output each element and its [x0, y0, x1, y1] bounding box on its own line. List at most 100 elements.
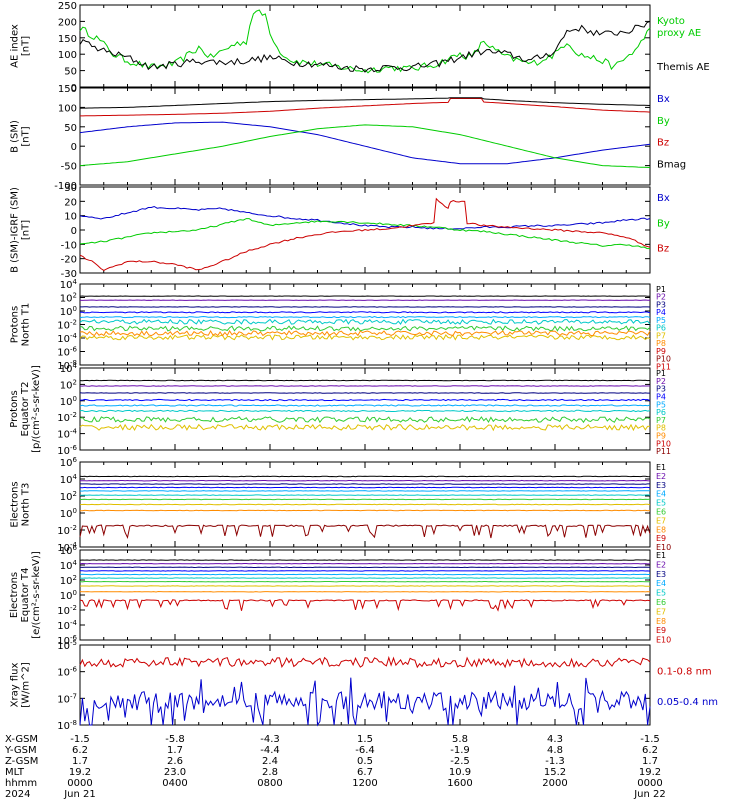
- level-line-1: [79, 655, 651, 669]
- axis-row-value: 2.8: [262, 767, 278, 778]
- axis-row-value: 1.7: [167, 745, 183, 756]
- y-tick-label: 10-4: [57, 332, 77, 345]
- axis-row-value: 10.9: [449, 767, 471, 778]
- legend-e5: E5: [656, 589, 666, 598]
- panel-2: 150 100 50 0 -50 -100 B (SM) [nT] Bx By Bz Bmag: [10, 84, 687, 192]
- axis-row-value: 4.8: [547, 745, 563, 756]
- y-axis-label: Equator T2: [20, 382, 31, 437]
- legend-p7: P7: [656, 331, 666, 340]
- level-line-4: [80, 398, 651, 402]
- level-line-1: [79, 295, 650, 297]
- level-line-4: [80, 311, 651, 314]
- level-line-9: [79, 329, 651, 337]
- y-tick-label: 106: [60, 544, 78, 557]
- legend-themis-ae: Themis AE: [656, 62, 710, 73]
- axis-row-value: 4.3: [547, 734, 563, 745]
- legend-e3: E3: [656, 481, 666, 490]
- level-line-9: [79, 590, 651, 593]
- legend-bz: Bz: [657, 138, 669, 149]
- legend-p3: P3: [656, 385, 666, 394]
- level-line-5: [79, 404, 651, 407]
- axis-row-label: Y-GSM: [4, 745, 37, 756]
- level-line-5: [79, 315, 651, 319]
- legend-p8: P8: [656, 339, 666, 348]
- axis-row-value: 0800: [257, 778, 282, 789]
- level-line-2: [79, 385, 651, 387]
- legend-p2: P2: [656, 377, 666, 386]
- axis-row-value: 1.7: [642, 756, 658, 767]
- y-axis-label: Protons: [10, 306, 21, 343]
- y-tick-label: 100: [60, 589, 77, 602]
- y-axis-label: Xray flux: [10, 663, 21, 708]
- series-line-bz: [79, 197, 651, 271]
- series-line-bx: [79, 121, 651, 165]
- y-tick-label: 200: [58, 17, 77, 28]
- y-axis-label: AE index: [10, 24, 21, 68]
- series-line-by: [79, 218, 651, 250]
- y-tick-label: 10-2: [57, 524, 77, 537]
- y-tick-label: 100: [60, 395, 77, 408]
- panel-8: 10-5 10-6 10-7 10-8 Xray flux [W/m^2] 0.1-0.8 …: [10, 639, 719, 732]
- y-tick-label: -20: [61, 255, 77, 266]
- axis-row-value: -4.3: [260, 734, 280, 745]
- legend-e8: E8: [656, 617, 666, 626]
- legend-e7: E7: [656, 607, 666, 616]
- legend-by: By: [657, 116, 670, 127]
- legend-p4: P4: [656, 392, 666, 401]
- legend-p1: P1: [656, 369, 666, 378]
- axis-row-value: 1.7: [72, 756, 88, 767]
- legend-e6: E6: [656, 598, 666, 607]
- y-tick-label: 100: [58, 103, 77, 114]
- legend-p8: P8: [656, 424, 666, 433]
- y-tick-label: 102: [60, 574, 77, 587]
- legend-e8: E8: [656, 525, 666, 534]
- axis-row-value: -6.4: [355, 745, 375, 756]
- panel-3: 30 20 10 0 -10 -20 -30 B (SM)-IGRF (SM) [nT] Bx By…: [10, 183, 670, 280]
- y-tick-label: 104: [60, 473, 78, 486]
- axis-row-value: 1200: [352, 778, 377, 789]
- axis-row-value: 2.4: [262, 756, 278, 767]
- y-tick-label: 150: [58, 34, 77, 45]
- y-tick-label: -10: [61, 240, 77, 251]
- level-line-6: [79, 409, 651, 413]
- y-tick-label: 100: [60, 305, 77, 318]
- axis-row-value: -1.3: [545, 756, 565, 767]
- axis-row-value: -4.4: [260, 745, 280, 756]
- y-tick-label: 0: [71, 142, 77, 153]
- y-tick-label: 250: [58, 1, 77, 12]
- legend-p11: P11: [656, 362, 671, 371]
- y-axis-label: [p/(cm²-s-sr-keV)]: [31, 365, 42, 453]
- y-tick-label: 106: [60, 456, 78, 469]
- axis-row-label: X-GSM: [5, 734, 38, 745]
- level-line-1: [79, 475, 651, 478]
- legend-e2: E2: [656, 560, 666, 569]
- y-tick-label: 10-6: [57, 666, 77, 679]
- legend-by: By: [657, 218, 670, 229]
- axis-row-label: 2024: [5, 789, 30, 800]
- legend-e6: E6: [656, 508, 666, 517]
- axis-row-value: 5.8: [452, 734, 468, 745]
- axis-row-value: -1.9: [450, 745, 470, 756]
- y-tick-label: 10-2: [57, 604, 77, 617]
- level-line-10: [79, 524, 651, 540]
- y-tick-label: 10-2: [57, 319, 77, 332]
- y-tick-label: 10-4: [57, 428, 77, 441]
- legend-p11: P11: [656, 447, 671, 456]
- legend-e2: E2: [656, 472, 666, 481]
- y-axis-label: [nT]: [21, 126, 32, 146]
- y-tick-label: 150: [58, 84, 77, 95]
- legend-xray-long: 0.1-0.8 nm: [657, 666, 712, 677]
- legend-p9: P9: [656, 347, 666, 356]
- level-line-8: [79, 423, 651, 432]
- axis-row-value: 1.5: [357, 734, 373, 745]
- legend-e1: E1: [656, 463, 666, 472]
- level-line-7: [79, 416, 651, 424]
- legend-e5: E5: [656, 499, 666, 508]
- series-line-bx: [79, 205, 651, 230]
- axis-row-value: -2.5: [450, 756, 470, 767]
